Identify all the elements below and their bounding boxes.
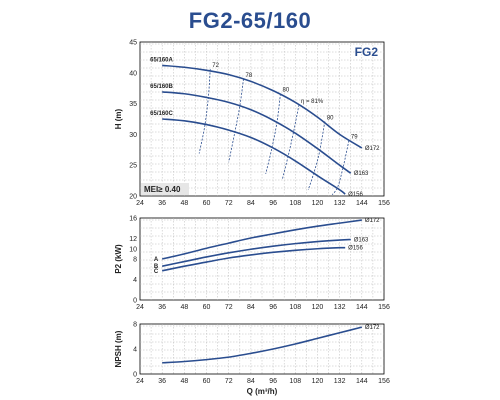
x-tick-label: 156: [378, 378, 390, 385]
x-tick-label: 156: [378, 200, 390, 207]
x-tick-label: 96: [269, 378, 277, 385]
efficiency-curve: [281, 104, 300, 180]
y-axis-label: NPSH (m): [114, 330, 123, 367]
series-tag-fg2: FG2: [355, 45, 379, 59]
x-tick-label: 84: [247, 378, 255, 385]
efficiency-label: 79: [351, 135, 358, 141]
head-chart-panel: 24 36 48 60 72 84 96 108 120 132 144 156 20 25 30 35 40 4…: [114, 40, 390, 208]
y-tick-label: 25: [129, 163, 137, 170]
series-end-label: Ø156: [348, 246, 363, 252]
x-tick-label: 72: [225, 378, 233, 385]
series-line-b: [162, 238, 351, 267]
series-line-a: [162, 219, 362, 260]
y-tick-label: 30: [129, 132, 137, 139]
y-tick-label: 35: [129, 101, 137, 108]
power-plot-frame: [139, 217, 385, 301]
efficiency-curve: [228, 78, 244, 163]
x-tick-label: 24: [136, 304, 144, 311]
y-tick-label: 0: [133, 372, 137, 379]
x-tick-label: 120: [312, 200, 324, 207]
x-tick-label: 144: [356, 200, 368, 207]
series-line-65-160a: [162, 64, 363, 149]
series-end-label: Ø156: [348, 192, 363, 198]
x-tick-label: 108: [289, 378, 301, 385]
series-name-label: 65/160B: [150, 84, 173, 90]
x-tick-label: 60: [203, 200, 211, 207]
series-line-65-160b: [162, 91, 352, 174]
series-line-65-160c: [162, 118, 346, 195]
series-end-label: Ø172: [365, 146, 380, 152]
x-tick-label: 24: [136, 378, 144, 385]
series-end-label: Ø172: [365, 218, 380, 224]
x-tick-label: 36: [158, 304, 166, 311]
efficiency-label: 80: [282, 88, 289, 94]
x-tick-label: 48: [180, 378, 188, 385]
x-tick-label: 132: [334, 200, 346, 207]
x-tick-label: 48: [180, 304, 188, 311]
x-tick-label: 144: [356, 378, 368, 385]
series-name-label: A: [154, 257, 159, 263]
series-end-label: Ø163: [354, 171, 369, 177]
x-tick-label: 72: [225, 304, 233, 311]
x-tick-label: 108: [289, 200, 301, 207]
y-tick-label: 20: [129, 194, 137, 201]
efficiency-curve: [331, 140, 350, 196]
x-tick-label: 132: [334, 378, 346, 385]
y-tick-label: 0: [133, 298, 137, 305]
x-tick-label: 48: [180, 200, 188, 207]
series-end-label: Ø172: [365, 325, 380, 331]
series-line-npsh: [162, 326, 363, 364]
x-tick-label: 108: [289, 304, 301, 311]
x-tick-label: 60: [203, 304, 211, 311]
y-axis-label: H (m): [114, 108, 123, 129]
mei-badge: [141, 183, 189, 195]
y-tick-label: 4: [133, 277, 137, 284]
x-tick-label: 96: [269, 200, 277, 207]
x-axis-label: Q (m³/h): [247, 387, 278, 396]
mei-label: MEI≥ 0.40: [144, 185, 181, 194]
y-tick-label: 16: [129, 216, 137, 223]
x-tick-label: 144: [356, 304, 368, 311]
series-line-c: [162, 246, 346, 272]
efficiency-label: 78: [246, 73, 253, 79]
efficiency-label: η = 81%: [301, 99, 324, 105]
efficiency-curve: [265, 93, 281, 174]
y-tick-label: 4: [133, 347, 137, 354]
x-tick-label: 72: [225, 200, 233, 207]
power-chart-panel: 24 36 48 60 72 84 96 108 120 132 144 156048101216P2…: [114, 216, 390, 312]
x-tick-label: 96: [269, 304, 277, 311]
y-tick-label: 8: [133, 257, 137, 264]
y-tick-label: 10: [129, 246, 137, 253]
head-plot-frame: [139, 41, 385, 197]
series-name-label: 65/160C: [150, 111, 173, 117]
series-name-label: C: [154, 269, 159, 275]
x-tick-label: 60: [203, 378, 211, 385]
x-tick-label: 84: [247, 304, 255, 311]
x-tick-label: 120: [312, 304, 324, 311]
efficiency-label: 72: [212, 63, 219, 69]
x-tick-label: 132: [334, 304, 346, 311]
series-name-label: B: [154, 264, 159, 270]
series-end-label: Ø163: [354, 238, 369, 244]
x-tick-label: 84: [247, 200, 255, 207]
y-tick-label: 40: [129, 70, 137, 77]
y-tick-label: 8: [133, 322, 137, 329]
x-tick-label: 24: [136, 200, 144, 207]
x-tick-label: 156: [378, 304, 390, 311]
efficiency-label: 80: [327, 115, 334, 121]
y-axis-label: P2 (kW): [114, 244, 123, 274]
page-title: FG2-65/160: [188, 8, 312, 33]
y-tick-label: 12: [129, 236, 137, 243]
series-name-label: 65/160A: [150, 57, 173, 63]
y-tick-label: 45: [129, 40, 137, 47]
x-tick-label: 36: [158, 378, 166, 385]
x-tick-label: 120: [312, 378, 324, 385]
efficiency-curve: [198, 69, 211, 154]
efficiency-curve: [307, 121, 326, 190]
x-tick-label: 36: [158, 200, 166, 207]
